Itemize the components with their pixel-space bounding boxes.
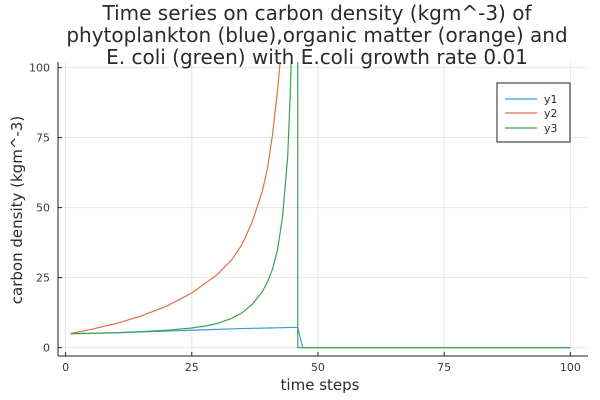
series-line-y2 <box>70 62 281 335</box>
x-tick-label: 25 <box>185 361 199 374</box>
x-tick-label: 50 <box>311 361 325 374</box>
series-line-y3 <box>70 62 292 335</box>
tick-layer: 0 25 50 75 100 0 25 50 75 100 <box>29 62 581 374</box>
x-tick-label: 100 <box>560 361 581 374</box>
legend-label-y3: y3 <box>544 122 558 135</box>
y-axis-label: carbon density (kgm^-3) <box>8 116 26 304</box>
x-axis-label: time steps <box>281 376 360 394</box>
series-line-segment-3 <box>297 62 571 349</box>
legend-label-y2: y2 <box>544 107 558 120</box>
y-tick-label: 0 <box>43 342 50 355</box>
legend: y1 y2 y3 <box>496 82 571 143</box>
chart-title-line-1: Time series on carbon density (kgm^-3) o… <box>102 1 533 25</box>
x-tick-label: 0 <box>62 361 69 374</box>
y-tick-label: 50 <box>36 202 50 215</box>
y-tick-label: 25 <box>36 272 50 285</box>
chart-title-line-3: E. coli (green) with E.coli growth rate … <box>106 45 528 69</box>
series-layer <box>70 62 571 349</box>
legend-label-y1: y1 <box>544 93 558 106</box>
y-tick-label: 75 <box>36 132 50 145</box>
x-tick-label: 75 <box>437 361 451 374</box>
y-tick-label: 100 <box>29 62 50 75</box>
chart-title-line-2: phytoplankton (blue),organic matter (ora… <box>66 23 567 47</box>
